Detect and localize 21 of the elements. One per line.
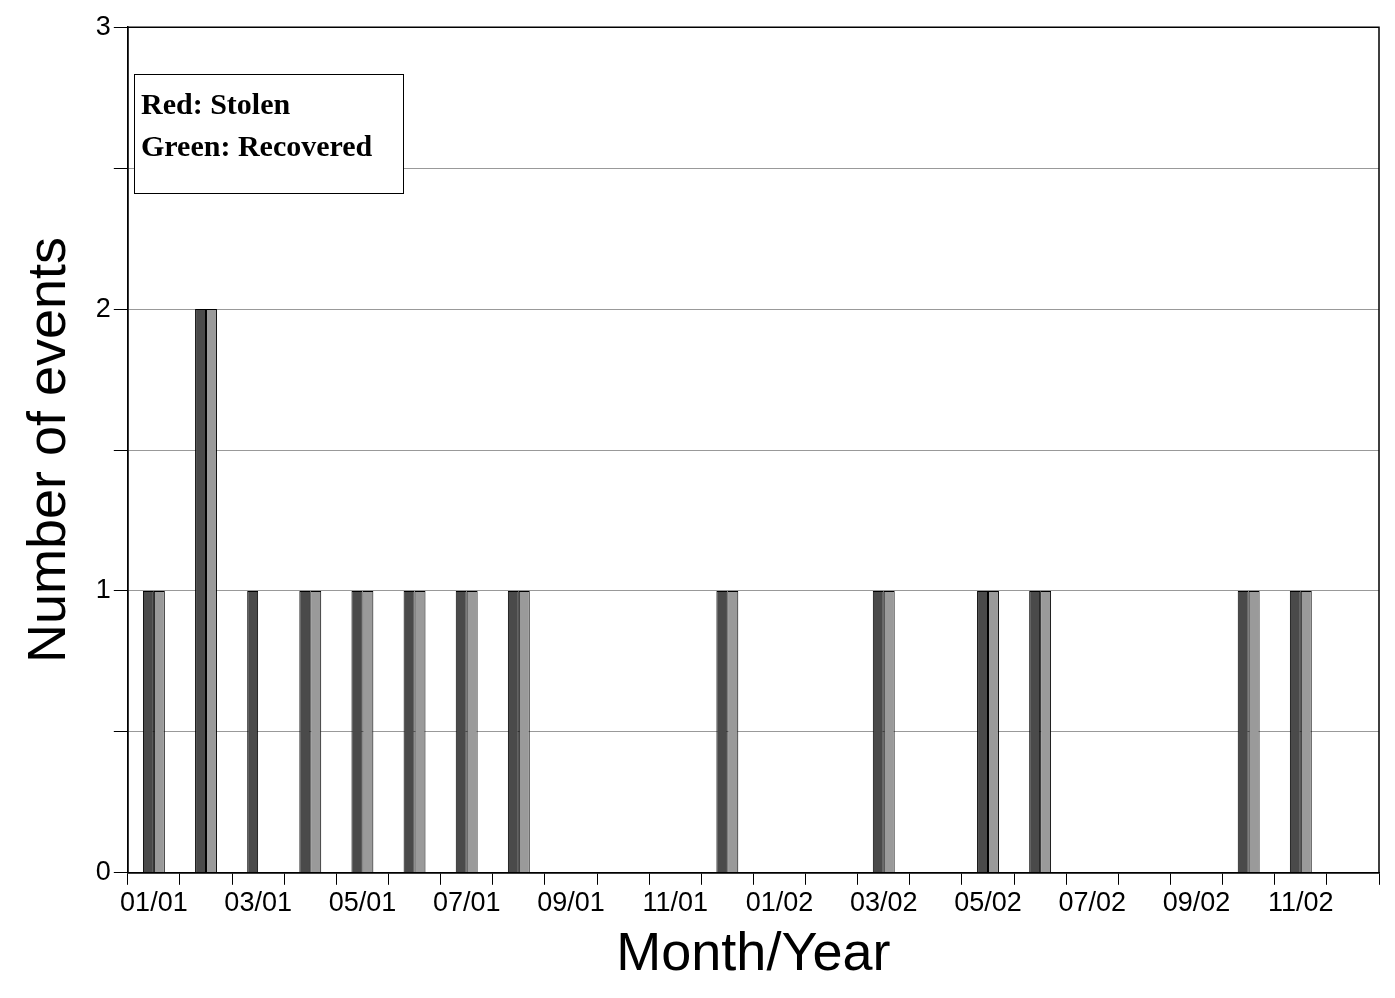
y-tick-label: 3 [95, 10, 111, 41]
annotation: Green: Recovered [141, 128, 374, 164]
x-tick-label: 09/01 [537, 887, 605, 918]
y-tick-label: 0 [95, 856, 111, 887]
x-tick-label: 11/01 [642, 887, 708, 918]
annotation: Red: Stolen [141, 86, 292, 122]
x-tick-label: 01/02 [745, 887, 814, 918]
x-tick-label: 07/01 [432, 887, 501, 918]
x-tick-label: 05/01 [328, 887, 397, 918]
y-tick-label: 2 [95, 292, 111, 323]
x-tick-label: 05/02 [954, 887, 1022, 918]
x-tick-label: 11/02 [1268, 887, 1334, 918]
x-tick-label: 03/01 [224, 887, 292, 918]
x-tick-label: 01/01 [120, 887, 188, 918]
x-tick-label: 07/02 [1058, 887, 1127, 918]
y-tick-label: 1 [95, 574, 111, 605]
x-tick-label: 03/02 [849, 887, 918, 918]
x-tick-label: 09/02 [1162, 887, 1231, 918]
y-axis-title: Number of events [16, 236, 77, 664]
note-box: Red: Stolen Green: Recovered [134, 74, 404, 194]
x-axis-title: Month/Year [616, 921, 891, 982]
